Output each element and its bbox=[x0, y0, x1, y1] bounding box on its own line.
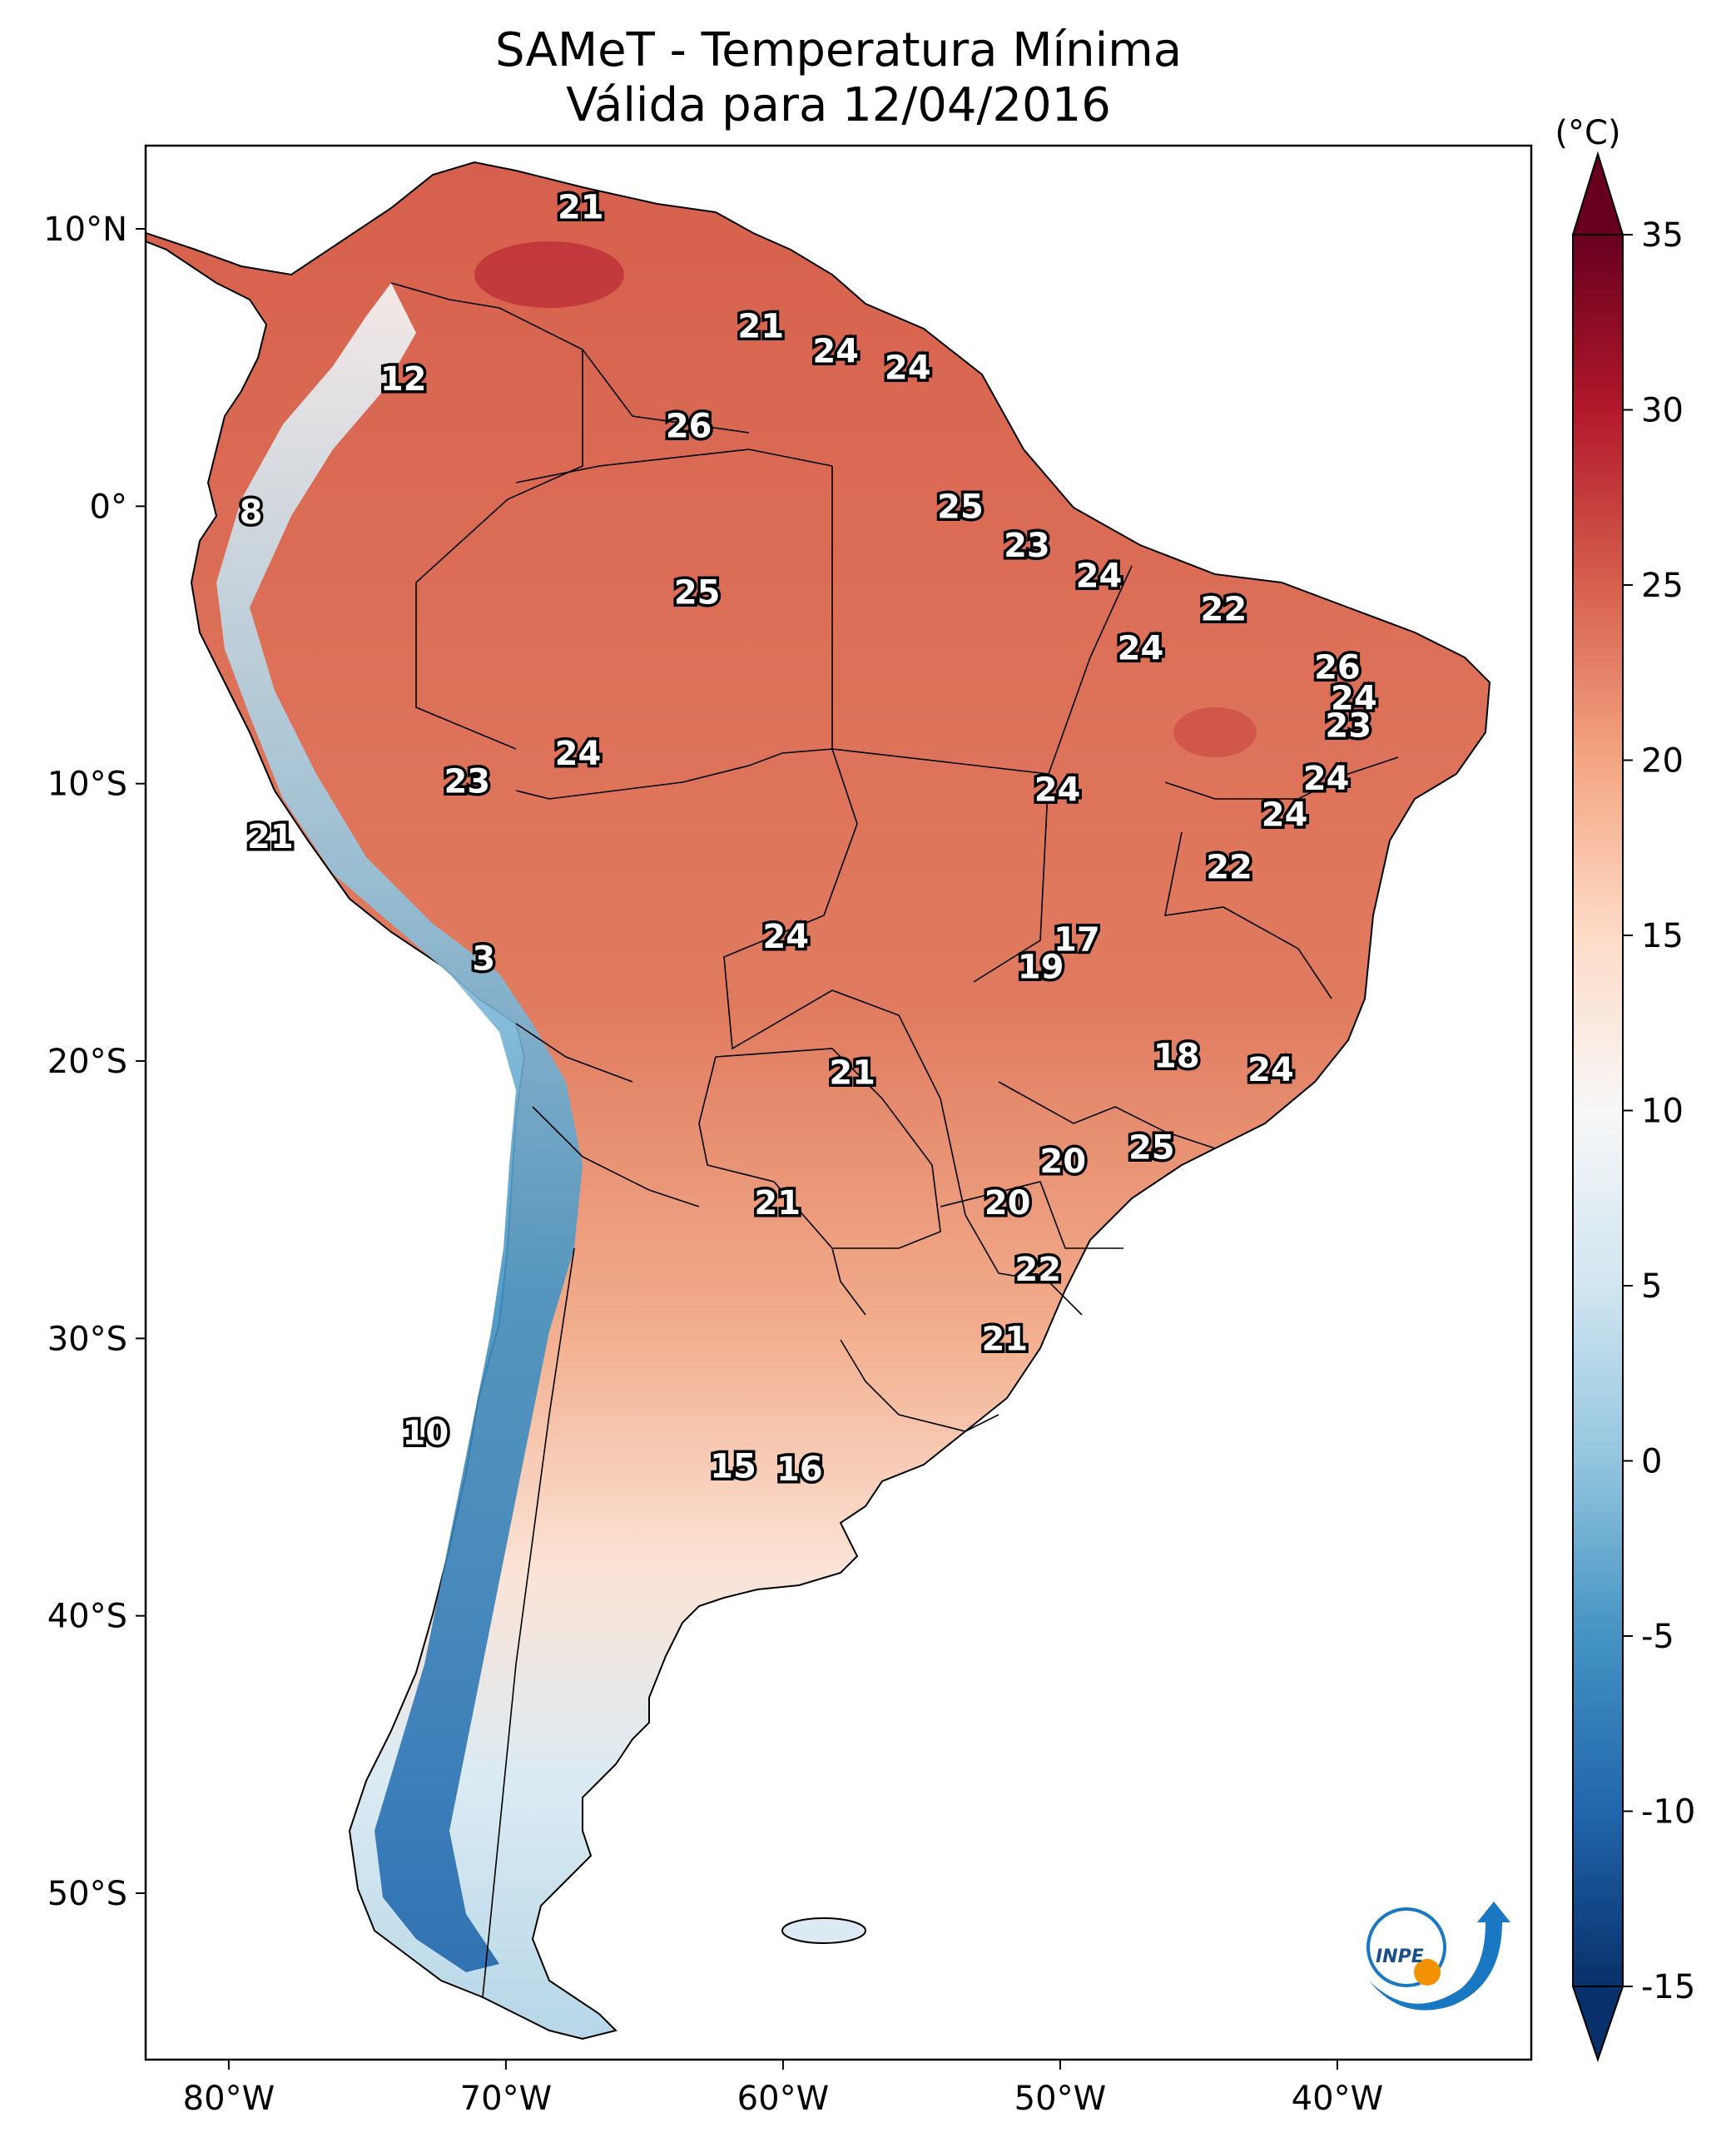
station-value: 21 bbox=[247, 818, 294, 856]
lat-tick-label: 0° bbox=[90, 488, 127, 526]
station-value: 19 bbox=[1018, 949, 1064, 987]
station-value: 17 bbox=[1054, 920, 1100, 959]
station-value: 23 bbox=[444, 762, 490, 801]
colorbar-tick-label: 30 bbox=[1641, 392, 1684, 430]
station-value: 20 bbox=[985, 1184, 1031, 1222]
station-value: 24 bbox=[1247, 1051, 1294, 1089]
political-borders bbox=[390, 282, 1399, 1998]
colorbar-scale bbox=[1572, 234, 1624, 1987]
colorbar-tick-label: -10 bbox=[1641, 1793, 1695, 1832]
station-value: 23 bbox=[1004, 527, 1050, 565]
station-value: 21 bbox=[558, 188, 604, 226]
station-value: 24 bbox=[1076, 558, 1123, 596]
station-value: 16 bbox=[776, 1450, 823, 1489]
station-value: 24 bbox=[1303, 760, 1350, 798]
map-title-line2: Válida para 12/04/2016 bbox=[566, 78, 1111, 132]
lat-tick-label: 10°S bbox=[47, 766, 127, 804]
colorbar-tick-label: -5 bbox=[1641, 1618, 1674, 1656]
station-value: 25 bbox=[674, 574, 721, 612]
inpe-logo-ring bbox=[1366, 1907, 1446, 1987]
station-value: 21 bbox=[981, 1320, 1028, 1358]
station-value: 3 bbox=[472, 940, 495, 979]
station-value: 26 bbox=[666, 408, 712, 446]
colorbar-ticks: 35 30 25 20 15 10 5 0 -5 -10 -15 bbox=[1623, 216, 1695, 2006]
station-value: 22 bbox=[1014, 1251, 1061, 1289]
station-value: 21 bbox=[754, 1184, 801, 1222]
colorbar-tick-label: 25 bbox=[1641, 567, 1684, 605]
station-value: 18 bbox=[1153, 1037, 1200, 1075]
station-value: 10 bbox=[402, 1415, 449, 1453]
station-value: 25 bbox=[1128, 1128, 1175, 1167]
lat-tick-label: 30°S bbox=[47, 1320, 127, 1358]
map-frame bbox=[144, 144, 1533, 2061]
station-value: 24 bbox=[1331, 679, 1377, 717]
andes-cold-band bbox=[216, 283, 583, 1972]
inpe-logo: INPE bbox=[1366, 1902, 1510, 2011]
station-value: 21 bbox=[829, 1054, 875, 1092]
station-value: 22 bbox=[1206, 849, 1252, 887]
colorbar-min-extend bbox=[1571, 1986, 1624, 2063]
station-value: 26 bbox=[1314, 649, 1361, 687]
station-value: 22 bbox=[1201, 591, 1247, 629]
warm-core-northeast bbox=[1173, 707, 1257, 757]
lon-tick-label: 80°W bbox=[183, 2080, 275, 2118]
station-value: 25 bbox=[937, 488, 984, 526]
falkland-islands bbox=[781, 1917, 866, 1944]
colorbar-tick-label: 15 bbox=[1641, 917, 1684, 955]
colorbar-tick-label: 20 bbox=[1641, 742, 1684, 781]
station-value: 23 bbox=[1325, 707, 1371, 746]
station-value: 24 bbox=[885, 350, 931, 388]
lat-tick-label: 50°S bbox=[47, 1875, 127, 1913]
lat-tick-label: 20°S bbox=[47, 1043, 127, 1081]
inpe-logo-dot bbox=[1414, 1959, 1441, 1986]
station-value: 24 bbox=[1262, 796, 1308, 834]
lon-tick-label: 70°W bbox=[460, 2080, 552, 2118]
station-value: 12 bbox=[380, 360, 427, 399]
inpe-logo-text: INPE bbox=[1376, 1946, 1424, 1967]
colorbar-tick-label: 35 bbox=[1641, 216, 1684, 255]
lon-tick-label: 60°W bbox=[737, 2080, 829, 2118]
station-value: 8 bbox=[240, 493, 263, 532]
station-value: 24 bbox=[555, 735, 602, 773]
station-value: 24 bbox=[1034, 771, 1081, 809]
station-value: 24 bbox=[762, 918, 809, 956]
station-value: 24 bbox=[812, 333, 859, 371]
lon-tick-label: 50°W bbox=[1014, 2080, 1106, 2118]
station-value: 15 bbox=[710, 1448, 756, 1486]
colorbar-tick-label: -15 bbox=[1641, 1968, 1695, 2006]
lat-tick-label: 40°S bbox=[47, 1598, 127, 1636]
colorbar-tick-label: 0 bbox=[1641, 1443, 1662, 1481]
warm-core-venezuela bbox=[474, 241, 624, 308]
map-title-line1: SAMeT - Temperatura Mínima bbox=[494, 23, 1183, 77]
station-value: 21 bbox=[737, 308, 784, 346]
lat-tick-label: 10°N bbox=[43, 211, 127, 249]
colorbar-unit: (°C) bbox=[1555, 114, 1620, 152]
station-value: 24 bbox=[1118, 629, 1164, 667]
colorbar-max-extend bbox=[1571, 151, 1624, 236]
inpe-logo-arrow bbox=[1369, 1902, 1510, 2011]
colorbar: (°C) 35 30 25 20 15 10 5 0 -5 -10 -15 bbox=[1555, 114, 1695, 2063]
lon-tick-label: 40°W bbox=[1292, 2080, 1383, 2118]
latitude-axis: 10°N 0° 10°S 20°S 30°S 40°S 50°S bbox=[43, 211, 146, 1913]
station-value: 20 bbox=[1039, 1143, 1086, 1181]
longitude-axis: 80°W 70°W 60°W 50°W 40°W bbox=[183, 2060, 1383, 2118]
colorbar-tick-label: 5 bbox=[1641, 1267, 1662, 1306]
map-title: SAMeT - Temperatura Mínima Válida para 1… bbox=[146, 23, 1531, 133]
colorbar-tick-label: 10 bbox=[1641, 1093, 1684, 1131]
